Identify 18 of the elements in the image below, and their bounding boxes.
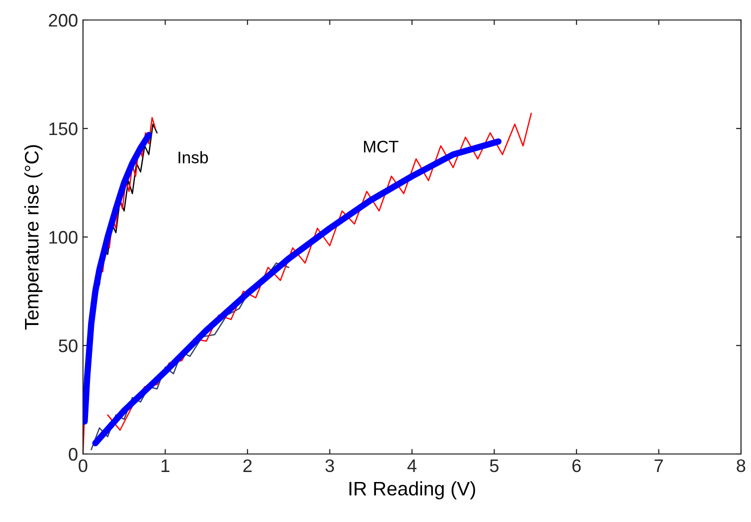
y-tick-label: 150 <box>49 122 78 136</box>
x-tick-label: 4 <box>407 460 416 472</box>
y-tick-label: 100 <box>49 230 78 244</box>
x-tick-label: 7 <box>654 460 663 472</box>
x-tick-label: 8 <box>736 459 746 472</box>
y-tick-label: 0 <box>68 448 78 461</box>
x-tick-label: 3 <box>325 459 334 472</box>
y-tick-label: 50 <box>58 339 78 352</box>
y-tick-label: 200 <box>48 14 78 27</box>
annotation: MCT <box>364 140 398 153</box>
x-tick-label: 0 <box>78 459 88 472</box>
x-axis-title: IR Reading (V) <box>350 481 476 500</box>
x-tick-label: 5 <box>490 460 499 472</box>
y-axis-title: Temperature rise (°C) <box>24 145 42 330</box>
annotation: Insb <box>178 151 208 164</box>
x-tick-label: 1 <box>162 460 170 472</box>
x-tick-label: 6 <box>572 459 581 472</box>
x-tick-label: 2 <box>243 459 252 472</box>
